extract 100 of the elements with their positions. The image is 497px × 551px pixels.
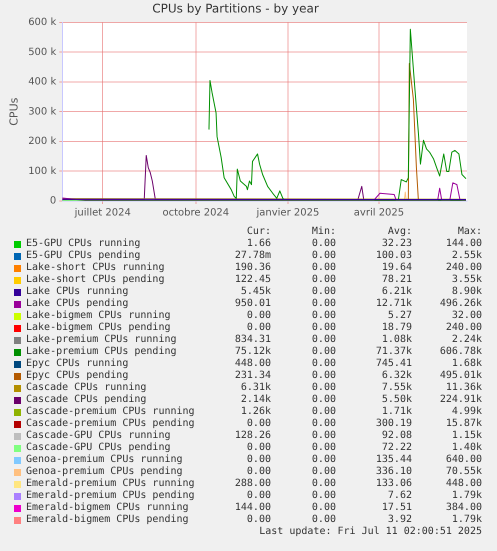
legend-label: Cascade CPUs pending: [26, 394, 148, 406]
legend-label: Genoa-premium CPUs running: [26, 454, 184, 466]
text: 2.55k: [450, 250, 482, 262]
legend-label: Cascade-GPU CPUs running: [26, 430, 172, 442]
text: 128.26: [234, 430, 271, 442]
x-tick-label: avril 2025: [354, 208, 404, 219]
text: 0.00: [310, 466, 336, 478]
text: 1.79k: [450, 490, 482, 502]
text: 0.00: [310, 382, 336, 394]
text: 11.36k: [444, 382, 482, 394]
text: 745.41: [374, 358, 412, 370]
text: 32.23: [380, 238, 412, 250]
text: 0.00: [246, 466, 271, 478]
text: 1.40k: [450, 442, 482, 454]
legend-label: Lake-premium CPUs running: [26, 334, 178, 346]
text: 0.00: [246, 322, 271, 334]
y-tick-label: 0: [50, 196, 56, 207]
text: 0.00: [310, 406, 336, 418]
text: 495.01k: [438, 370, 482, 382]
text: 0.00: [310, 370, 336, 382]
text: 2.24k: [450, 334, 482, 346]
text: 70.55k: [444, 466, 482, 478]
y-tick-label: 500 k: [28, 46, 56, 58]
legend-label: Emerald-premium CPUs running: [26, 478, 196, 490]
text: 0.00: [310, 490, 336, 502]
text: 384.00: [444, 502, 482, 514]
text: 0.00: [310, 310, 336, 322]
legend-label: E5-GPU CPUs pending: [26, 250, 142, 262]
x-tick-label: octobre 2024: [162, 208, 230, 219]
text: 0.00: [246, 442, 271, 454]
text: 0.00: [310, 262, 336, 274]
text: 19.64: [380, 262, 412, 274]
text: 0.00: [310, 334, 336, 346]
text: 72.22: [380, 442, 412, 454]
text: 448.00: [444, 478, 482, 490]
text: Cur:: [246, 226, 271, 238]
legend-label: Emerald-premium CPUs pending: [26, 490, 196, 502]
text: 240.00: [444, 322, 482, 334]
y-tick-label: 300 k: [28, 106, 56, 118]
text: 71.37k: [374, 346, 412, 358]
text: 4.99k: [450, 406, 482, 418]
text: 0.00: [310, 514, 336, 526]
text: 0.00: [310, 274, 336, 286]
text: 190.36: [234, 262, 271, 274]
text: Avg:: [386, 226, 412, 238]
text: 224.91k: [438, 394, 482, 406]
legend-label: E5-GPU CPUs running: [26, 238, 142, 250]
text: 0.00: [310, 238, 336, 250]
text: 1.68k: [450, 358, 482, 370]
legend-label: Cascade-premium CPUs pending: [26, 418, 196, 430]
legend-label: Lake CPUs running: [26, 286, 130, 298]
text: 133.06: [374, 478, 412, 490]
legend-label: Lake-short CPUs running: [26, 262, 166, 274]
text: Max:: [456, 226, 482, 238]
y-tick-label: 100 k: [28, 166, 56, 177]
legend-label: Cascade-premium CPUs running: [26, 406, 196, 418]
text: 32.00: [450, 310, 482, 322]
legend-label: Epyc CPUs pending: [26, 370, 130, 382]
text: 0.00: [310, 250, 336, 262]
text: 0.00: [310, 442, 336, 454]
text: 0.00: [310, 502, 336, 514]
legend-label: Lake-short CPUs pending: [26, 274, 166, 286]
legend-label: Lake CPUs pending: [26, 298, 130, 310]
text: 0.00: [310, 430, 336, 442]
text: 2.14k: [240, 394, 271, 406]
text: 1.79k: [450, 514, 482, 526]
text: 0.00: [246, 490, 271, 502]
text: 0.00: [246, 418, 271, 430]
text: 0.00: [310, 394, 336, 406]
text: 122.45: [234, 274, 271, 286]
text: 1.71k: [380, 406, 412, 418]
text: 640.00: [444, 454, 482, 466]
text: 135.44: [374, 454, 412, 466]
text: 92.08: [380, 430, 412, 442]
text: 1.66: [246, 238, 271, 250]
text: 448.00: [234, 358, 271, 370]
text: 6.21k: [380, 286, 412, 298]
text: 18.79: [380, 322, 412, 334]
text: 0.00: [310, 346, 336, 358]
y-tick-label: 200 k: [28, 136, 56, 148]
text: 12.71k: [374, 298, 412, 310]
text: 3.55k: [450, 274, 482, 286]
text: 5.45k: [240, 286, 271, 298]
text: 144.00: [234, 502, 271, 514]
text: 5.27: [386, 310, 412, 322]
text: 1.08k: [380, 334, 412, 346]
text: 0.00: [310, 418, 336, 430]
text: 606.78k: [438, 346, 482, 358]
text: 75.12k: [234, 346, 271, 358]
text: 6.31k: [240, 382, 271, 394]
legend-label: Genoa-premium CPUs pending: [26, 466, 184, 478]
text: 1.15k: [450, 430, 482, 442]
text: 15.87k: [444, 418, 482, 430]
legend-label: Cascade CPUs running: [26, 382, 148, 394]
legend-label: Lake-premium CPUs pending: [26, 346, 178, 358]
text: 0.00: [310, 322, 336, 334]
text: 7.62: [386, 490, 412, 502]
text: 5.50k: [380, 394, 412, 406]
text: 231.34: [234, 370, 271, 382]
text: 0.00: [246, 310, 271, 322]
